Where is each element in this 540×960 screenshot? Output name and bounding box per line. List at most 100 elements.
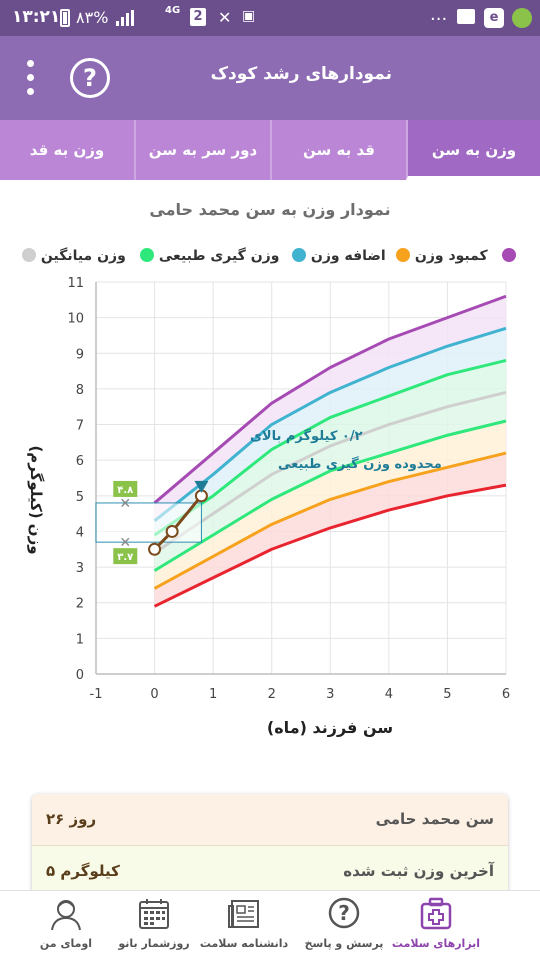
notification-icon: ▣ [242,8,256,24]
chat-icon [457,9,475,24]
chart-legend: وزن میانگین وزن گیری طبیعی اضافه وزن کمب… [0,248,540,272]
x-axis-label: سن فرزند (ماه) [266,718,394,737]
info-label-weight: آخرین وزن ثبت شده [343,862,494,880]
y-tick-label: 3 [76,561,84,576]
question-icon[interactable]: ? [70,58,110,98]
series-line [153,294,507,505]
legend-label: وزن گیری طبیعی [158,248,280,264]
svg-text:?: ? [338,901,350,925]
series-line [153,358,507,537]
band-area [154,453,507,607]
range-marker-label: ۳.۷ [117,552,133,563]
info-row-age: سن محمد حامی ۲۶ روز [32,794,508,846]
sim-badge: 2 [190,8,206,26]
y-tick-label: 4 [76,525,84,540]
info-label-age: سن محمد حامی [375,810,494,828]
nav-calendar[interactable]: روزشمار بانو [102,891,206,960]
newspaper-icon [228,900,259,928]
app-icon: e [484,8,504,28]
range-marker-cross: ✕ [119,535,131,551]
legend-dot [396,248,410,262]
range-marker-badge [113,480,138,497]
info-value-weight: ۵ کیلوگرم [46,862,120,880]
nav-questions[interactable]: ? پرسش و پاسخ [292,891,396,960]
x-tick-label: 1 [209,687,217,702]
nav-label: دانشنامه سلامت [199,937,289,950]
series-line [153,326,507,522]
nav-label: روزشمار بانو [118,937,190,950]
x-tick-label: 2 [268,687,276,702]
bottom-navigation: ابزارهای سلامت ? پرسش و پاسخ دانشنامه سل… [0,890,540,960]
legend-item-overweight[interactable]: اضافه وزن [288,248,386,270]
chart-title: نمودار وزن به سن محمد حامی [149,200,391,219]
y-tick-label: 7 [76,419,84,434]
y-tick-label: 2 [76,597,84,612]
legend-label: کمبود وزن [414,248,488,264]
status-bar: ۱۳:۲۱ ۸۳% 4G 2 ✕ ▣ ... e [0,0,540,36]
range-box [95,502,202,543]
nav-my-profile[interactable]: اومای من [20,891,112,960]
y-tick-label: 9 [76,347,84,362]
x-tick-label: -1 [90,687,103,702]
nav-label: پرسش و پاسخ [304,937,384,950]
band-area [154,296,507,521]
tab-height-for-age[interactable]: قد به سن [270,120,406,180]
legend-item-extra[interactable] [498,248,516,270]
band-area [154,360,507,553]
legend-dot [292,248,306,262]
y-tick-label: 1 [76,632,84,647]
nav-label: اومای من [39,937,93,950]
y-tick-label: 5 [76,490,84,505]
legend-label: وزن میانگین [40,248,126,264]
range-marker-label: ۴.۸ [117,485,133,496]
tab-head-for-age[interactable]: دور سر به سن [134,120,270,180]
status-time: ۱۳:۲۱ [12,7,61,27]
legend-item-average[interactable]: وزن میانگین [18,248,126,270]
series-line [153,419,507,572]
x-tick-label: 4 [385,687,393,702]
y-tick-label: 8 [76,383,84,398]
range-marker-badge [113,548,138,565]
range-marker-cross: ✕ [119,496,131,512]
info-value-age: ۲۶ روز [46,810,97,828]
y-axis-label-box: وزن (کیلوگرم) [6,430,66,570]
more-notifications: ... [430,4,448,25]
tab-weight-for-age[interactable]: وزن به سن [406,120,540,180]
series-line [153,483,507,608]
legend-dot [502,248,516,262]
y-tick-label: 10 [67,312,84,327]
more-vert-icon[interactable] [24,56,38,100]
annotation-pointer [194,480,209,493]
band-area [154,392,507,571]
x-tick-label: 5 [443,687,451,702]
legend-label: اضافه وزن [310,248,386,264]
legend-item-normal[interactable]: وزن گیری طبیعی [136,248,279,270]
nav-health-tools[interactable]: ابزارهای سلامت [384,891,488,960]
legend-dot [22,248,36,262]
page-title: نمودارهای رشد کودک [210,64,392,84]
child-weight-point [165,524,179,538]
question-bubble-icon: ? [328,897,360,929]
x-tick-label: 0 [150,687,158,702]
tab-bar: وزن به سن قد به سن دور سر به سن وزن به ق… [0,120,540,180]
user-profile-icon [51,900,81,931]
x-tick-label: 6 [502,687,510,702]
y-tick-label: 11 [67,276,84,291]
medical-kit-icon [420,897,452,930]
child-info-card: سن محمد حامی ۲۶ روز آخرین وزن ثبت شده ۵ … [32,794,508,894]
child-weight-point [148,542,162,556]
annotation-line-1: ۰/۲ کیلوگرم بالای [250,428,363,444]
network-type: 4G [165,5,181,16]
calendar-icon [139,899,169,929]
info-row-weight: آخرین وزن ثبت شده ۵ کیلوگرم [32,846,508,894]
y-tick-label: 6 [76,454,84,469]
status-battery: ۸۳% [76,8,109,27]
y-axis-label: وزن (کیلوگرم) [27,445,45,555]
nav-encyclopedia[interactable]: دانشنامه سلامت [192,891,296,960]
tab-weight-for-height[interactable]: وزن به قد [29,141,105,159]
y-tick-label: 0 [76,668,84,683]
band-area [154,420,507,589]
series-line [153,451,507,590]
legend-item-underweight[interactable]: کمبود وزن [392,248,488,270]
